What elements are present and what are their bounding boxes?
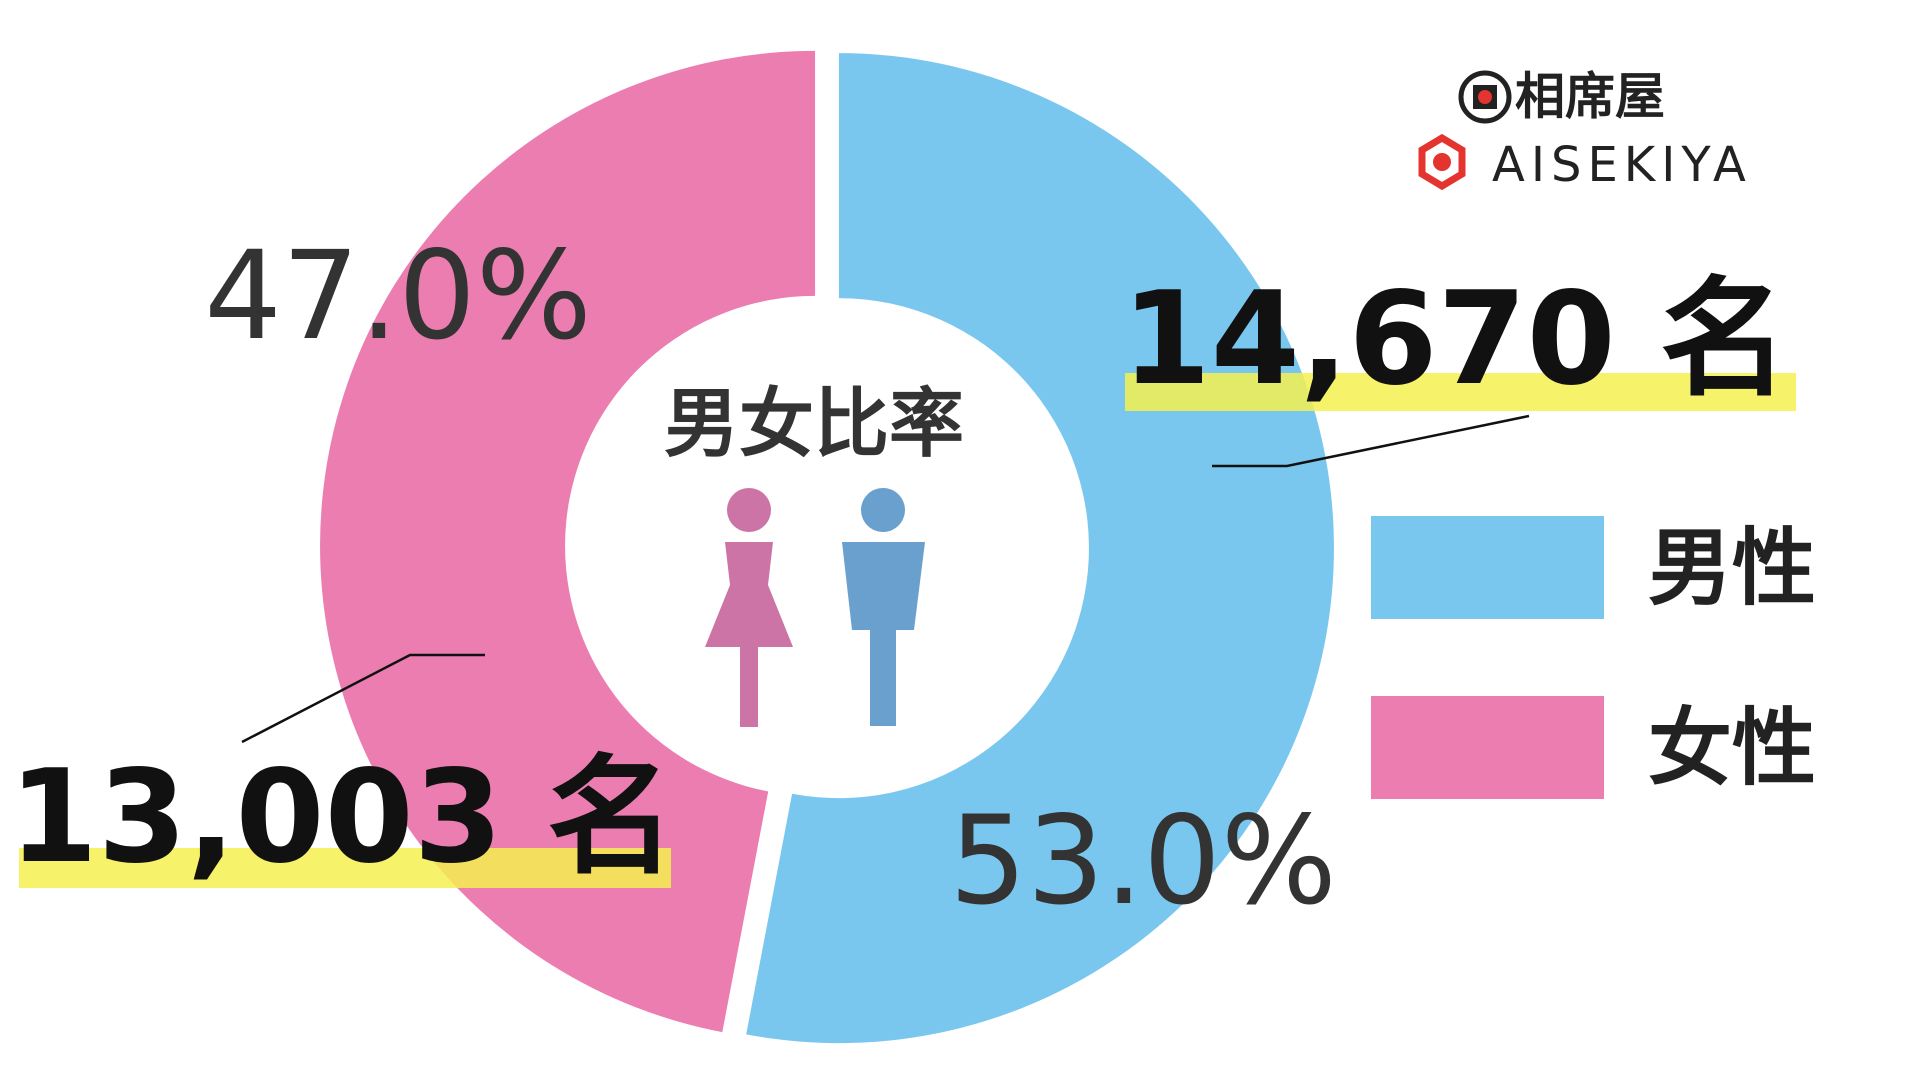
donut-slice <box>746 53 1334 1044</box>
legend-label: 男性 <box>1648 519 1816 617</box>
donut-slice <box>320 50 816 1033</box>
percent-label: 47.0% <box>204 225 592 367</box>
leader-line <box>241 653 485 744</box>
center-title: 男女比率 <box>664 380 964 468</box>
highlight <box>19 848 671 888</box>
logo: 相席屋 AISEKIYA <box>1418 68 1752 193</box>
legend-swatch <box>1371 696 1604 799</box>
percent-label: 53.0% <box>949 790 1337 932</box>
logo-roman: AISEKIYA <box>1492 137 1752 193</box>
man-icon <box>842 542 925 630</box>
logo-kanji: 相席屋 <box>1515 68 1665 126</box>
man-icon <box>870 628 896 726</box>
woman-icon <box>705 542 793 647</box>
count-label: 14,670 名 <box>1122 265 1789 414</box>
highlight <box>1125 373 1796 411</box>
woman-icon <box>727 488 771 532</box>
leader-line <box>1212 414 1530 468</box>
logo-emblem <box>1433 153 1451 171</box>
donut <box>320 50 1334 1044</box>
woman-icon <box>740 647 758 727</box>
count-label: 13,003 名 <box>9 743 676 892</box>
legend-swatch <box>1371 516 1604 619</box>
figure-icons <box>705 488 925 727</box>
logo-emblem <box>1478 90 1492 104</box>
logo-emblem <box>1418 133 1466 191</box>
legend-label: 女性 <box>1648 699 1816 797</box>
man-icon <box>861 488 905 532</box>
